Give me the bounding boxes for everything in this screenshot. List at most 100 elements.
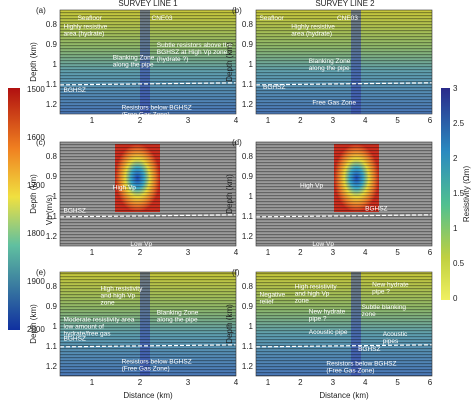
- y-tick-label: 0.8: [46, 20, 58, 29]
- y-tick-label: 0.9: [46, 40, 58, 49]
- annotation: low amount of: [64, 324, 105, 331]
- x-tick-label: 4: [363, 116, 368, 125]
- y-tick-label: 1.1: [242, 212, 254, 221]
- annotation: Blanking Zone: [309, 58, 351, 65]
- seismic-reflections: [256, 272, 432, 376]
- annotation: Low Vp: [130, 241, 152, 248]
- x-tick-label: 2: [298, 116, 303, 125]
- annotation: Resistors below BGHSZ: [122, 105, 192, 112]
- y-tick-label: 0.8: [46, 152, 58, 161]
- annotation: BGHSZ at High Vp zone: [157, 49, 228, 56]
- x-tick-label: 3: [331, 378, 336, 387]
- x-tick-label: 1: [90, 248, 95, 257]
- annotation: Acoustic pipe: [309, 329, 348, 336]
- y-tick-label: 1.2: [242, 362, 254, 371]
- resistivity-tick-label: 2.5: [453, 119, 465, 128]
- resistivity-tick-label: 2: [453, 154, 458, 163]
- x-tick-label: 4: [363, 378, 368, 387]
- y-tick-label: 1: [249, 192, 254, 201]
- y-axis-label: Depth (km): [29, 304, 38, 344]
- panel: (b) Depth (km) 0.8 0.9 1 1.1 1.2 1 2 3 4 5 6 Seafloor…: [225, 6, 433, 125]
- annotation: Free Gas Zone: [312, 99, 356, 106]
- annotation: area (hydrate): [64, 30, 105, 37]
- panel-frame: [59, 271, 237, 377]
- annotation: zone: [100, 299, 114, 306]
- resistivity-tick-label: 1: [453, 224, 458, 233]
- x-tick-label: 2: [138, 116, 143, 125]
- annotation: Seafloor: [260, 15, 285, 22]
- annotation: Subtle resistors above the: [157, 42, 233, 49]
- bghsz-line: [255, 344, 433, 348]
- annotation: zone: [362, 311, 376, 318]
- y-tick-label: 1.2: [46, 232, 58, 241]
- annotation: Low Vp: [312, 241, 334, 248]
- annotation: Subtle blanking: [362, 304, 407, 311]
- annotation: along the pipe: [309, 65, 350, 72]
- annotation: BGHSZ: [64, 87, 86, 94]
- panel-label: (e): [36, 268, 46, 277]
- y-axis-label: Depth (km): [225, 174, 234, 214]
- x-tick-label: 1: [266, 116, 271, 125]
- x-tick-label: 4: [234, 248, 239, 257]
- panel-label: (d): [232, 138, 242, 147]
- x-tick-label: 3: [186, 116, 191, 125]
- y-axis-label: Depth (km): [29, 42, 38, 82]
- x-tick-label: 1: [266, 378, 271, 387]
- y-tick-label: 0.9: [46, 172, 58, 181]
- x-tick-label: 3: [186, 378, 191, 387]
- annotation: relief: [260, 299, 274, 306]
- annotation: High resistivity: [100, 285, 143, 292]
- x-tick-label: 4: [234, 378, 239, 387]
- vp-tick-label: 1700: [27, 181, 45, 190]
- root: SURVEY LINE 1 SURVEY LINE 2 1500 1600 1700 18…: [8, 0, 471, 400]
- resistivity-tick-label: 0.5: [453, 259, 465, 268]
- x-tick-label: 2: [138, 378, 143, 387]
- bghsz-line: [59, 82, 237, 86]
- panel: (e) Depth (km) 0.8 0.9 1 1.1 1.2 1 2 3 4 Distance (…: [29, 268, 239, 400]
- annotation: (Free Gas Zone): [326, 367, 374, 374]
- annotation: Blanking Zone: [157, 309, 199, 316]
- annotation: Highly resistive: [291, 23, 335, 30]
- bghsz-line: [59, 214, 237, 218]
- y-tick-label: 1: [53, 60, 58, 69]
- panel: (f) Depth (km) 0.8 0.9 1 1.1 1.2 1 2 3 4 5 6 Distance…: [225, 268, 433, 400]
- resistivity-tick-label: 3: [453, 84, 458, 93]
- annotation: (Free Gas Zone): [122, 112, 170, 119]
- panel-frame: [255, 9, 433, 115]
- survey-title: SURVEY LINE 2: [315, 0, 375, 8]
- annotation: BGHSZ: [64, 335, 86, 342]
- x-axis-label: Distance (km): [319, 391, 369, 400]
- seismic-reflections: [60, 142, 236, 246]
- x-tick-label: 6: [428, 116, 433, 125]
- panel: (a) Depth (km) 0.8 0.9 1 1.1 1.2 1 2 3 4 Seafloor CN…: [29, 6, 239, 125]
- annotation: New hydrate: [372, 281, 409, 288]
- panel-label: (c): [36, 138, 46, 147]
- x-tick-label: 6: [428, 378, 433, 387]
- y-tick-label: 1.1: [242, 342, 254, 351]
- x-tick-label: 4: [363, 248, 368, 257]
- bghsz-line: [59, 344, 237, 348]
- x-axis-label: Distance (km): [123, 391, 173, 400]
- x-tick-label: 3: [331, 248, 336, 257]
- panel: (d) Depth (km) 0.8 0.9 1 1.1 1.2 1 2 3 4 5 6 High Vp B…: [225, 138, 433, 257]
- annotation: BGHSZ: [358, 346, 380, 353]
- vp-tick-label: 1500: [27, 85, 45, 94]
- y-tick-label: 1: [249, 322, 254, 331]
- annotation: pipes: [383, 338, 399, 345]
- x-tick-label: 5: [395, 116, 400, 125]
- y-tick-label: 1.1: [242, 80, 254, 89]
- y-tick-label: 1: [53, 322, 58, 331]
- y-tick-label: 0.8: [242, 282, 254, 291]
- annotation: area (hydrate): [291, 30, 332, 37]
- annotation: Acoustic: [383, 331, 408, 338]
- seismic-reflections: [60, 10, 236, 114]
- annotation: (Free Gas Zone): [122, 365, 170, 372]
- annotation: BGHSZ: [64, 207, 86, 214]
- y-tick-label: 0.9: [242, 172, 254, 181]
- seismic-reflections: [256, 10, 432, 114]
- annotation: BGHSZ: [263, 84, 285, 91]
- y-tick-label: 0.9: [242, 302, 254, 311]
- survey-title: SURVEY LINE 1: [118, 0, 178, 8]
- vp-axis-label: Vp (m/s): [45, 195, 54, 226]
- y-tick-label: 1.1: [46, 212, 58, 221]
